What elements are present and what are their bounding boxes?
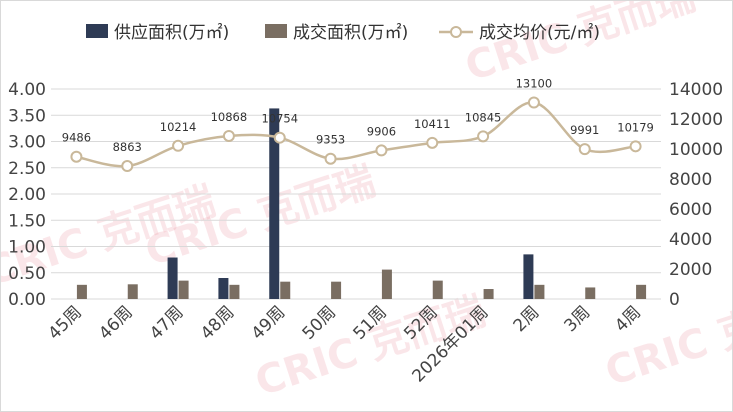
price-data-label: 10754 [261, 112, 298, 126]
bar-supply [269, 108, 280, 299]
line-price-point [172, 139, 185, 152]
x-tick-label: 47周 [146, 302, 187, 343]
legend-label-supply: 供应面积(万㎡) [114, 23, 229, 43]
y-left-tick-label: 2.00 [8, 185, 46, 205]
bar-supply [523, 254, 534, 299]
price-data-label: 10179 [617, 120, 654, 134]
legend-label-deal: 成交面积(万㎡) [293, 23, 408, 43]
price-data-label: 9991 [570, 123, 599, 137]
price-data-label: 9353 [316, 133, 345, 147]
line-price-point [375, 144, 388, 157]
watermark: CRIC 克而瑞 [460, 1, 701, 91]
line-price-point [426, 136, 439, 149]
line-price-point [477, 130, 490, 143]
y-left-tick-label: 0.50 [8, 264, 46, 284]
y-left-tick-label: 1.50 [8, 211, 46, 231]
y-left-tick-label: 1.00 [8, 238, 46, 258]
y-left-tick-label: 4.00 [8, 80, 46, 100]
bar-deal [280, 281, 291, 299]
legend-label-price: 成交均价(元/㎡) [479, 23, 600, 43]
y-right-tick-label: 4000 [669, 230, 712, 250]
x-tick-label: 46周 [95, 302, 136, 343]
legend-swatch-deal [265, 24, 287, 38]
legend-swatch-supply [86, 24, 108, 38]
bar-deal [636, 284, 647, 299]
line-price-point [70, 150, 83, 163]
x-tick-label: 48周 [197, 302, 238, 343]
x-tick-label: 2周 [510, 302, 544, 336]
price-data-label: 10845 [465, 110, 502, 124]
line-price-point [578, 143, 591, 156]
bar-deal [229, 284, 240, 299]
price-data-label: 9486 [62, 131, 91, 145]
bar-deal [331, 281, 342, 299]
line-price-point [527, 96, 540, 109]
line-price-point [222, 129, 235, 142]
price-data-label: 9906 [367, 124, 396, 138]
y-right-tick-label: 6000 [669, 200, 712, 220]
y-right-tick-label: 14000 [669, 80, 723, 100]
x-tick-label: 45周 [44, 302, 85, 343]
y-left-tick-label: 3.00 [8, 133, 46, 153]
bar-deal [432, 280, 443, 299]
bar-deal [178, 280, 189, 299]
y-left-tick-label: 3.50 [8, 106, 46, 126]
line-price-point [629, 140, 642, 153]
legend-marker-price [450, 26, 462, 38]
bar-supply [218, 278, 229, 299]
price-data-label: 10411 [414, 117, 451, 131]
bar-deal [585, 287, 596, 299]
y-right-tick-label: 10000 [669, 140, 723, 160]
x-tick-label: 49周 [248, 302, 289, 343]
line-price-point [121, 160, 134, 173]
bar-deal [127, 284, 138, 299]
line-price [76, 101, 636, 168]
y-right-tick-label: 0 [669, 290, 680, 310]
watermark: CRIC 克而瑞 [600, 278, 732, 395]
bar-deal [483, 289, 494, 299]
y-left-tick-label: 0.00 [8, 290, 46, 310]
price-data-label: 10214 [160, 120, 197, 134]
bar-supply [167, 257, 178, 299]
price-data-label: 10868 [211, 110, 248, 124]
price-data-label: 8863 [113, 140, 142, 154]
price-data-label: 13100 [516, 77, 553, 91]
bar-deal [381, 269, 392, 299]
y-right-tick-label: 12000 [669, 110, 723, 130]
y-left-tick-label: 2.50 [8, 159, 46, 179]
line-price-point [273, 131, 286, 144]
y-right-tick-label: 8000 [669, 170, 712, 190]
y-right-tick-label: 2000 [669, 260, 712, 280]
line-price-point [324, 152, 337, 165]
bar-deal [76, 284, 87, 299]
bar-deal [534, 284, 545, 299]
x-tick-label: 4周 [611, 302, 645, 336]
x-tick-label: 3周 [560, 302, 594, 336]
